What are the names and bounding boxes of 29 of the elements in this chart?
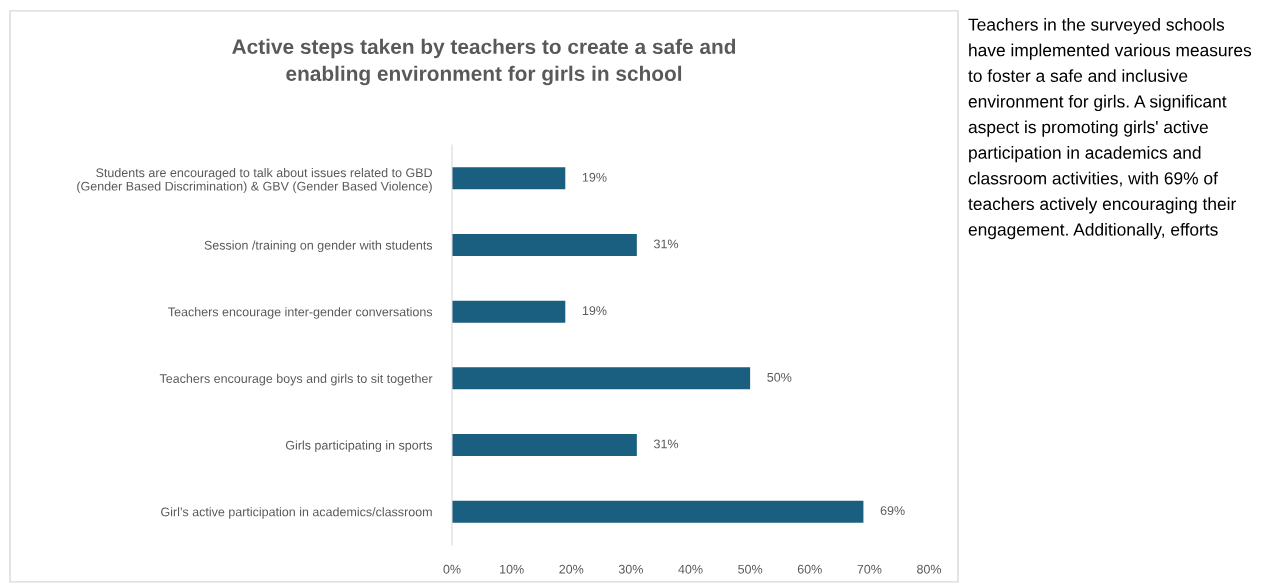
y-tick-label: Girl’s active participation in academics/classroom: [161, 507, 432, 519]
x-tick-label: 40%: [678, 564, 703, 574]
y-tick-label: Session /training on gender with students: [204, 240, 433, 253]
bar: [452, 234, 637, 256]
text: Teachers in the surveyed schools have implemented various measures to foster a safe and inclusive environment for girls. A significant aspect is promoting girls' active participation in academics and classroom activities, with 69% of teachers actively encouraging their engagement. Additionally, efforts: [968, 18, 1252, 240]
bar: [452, 367, 751, 390]
bar: [452, 167, 566, 190]
bar: [452, 500, 864, 523]
data-label: 31%: [653, 239, 679, 249]
y-tick-label: Girls participating in sports: [285, 440, 433, 453]
chart-title: Active steps taken by teachers to create a safe and enabling environment for girls in school: [232, 38, 736, 86]
x-tick-label: 10%: [500, 564, 524, 574]
data-label: 69%: [880, 506, 905, 516]
x-tick-label: 60%: [797, 564, 822, 574]
y-tick-label: Teachers encourage boys and girls to sit together: [159, 373, 433, 386]
x-tick-label: 70%: [857, 564, 882, 574]
data-label: 19%: [582, 172, 607, 182]
x-tick-label: 30%: [618, 564, 643, 574]
x-tick-label: 0%: [443, 564, 461, 574]
bar: [452, 434, 637, 456]
data-label: 19%: [582, 306, 607, 316]
x-tick-label: 20%: [559, 564, 584, 574]
data-label: 50%: [767, 372, 792, 382]
data-label: 31%: [653, 439, 679, 449]
x-tick-label: 50%: [738, 564, 763, 574]
bar: [452, 300, 566, 323]
y-tick-label: Students are encouraged to talk about issues related to GBD (Gender Based Discrimination) & GBV (Gender Based Violence): [77, 167, 432, 194]
x-tick-label: 80%: [917, 564, 942, 574]
y-tick-label: Teachers encourage inter-gender conversations: [168, 307, 433, 319]
